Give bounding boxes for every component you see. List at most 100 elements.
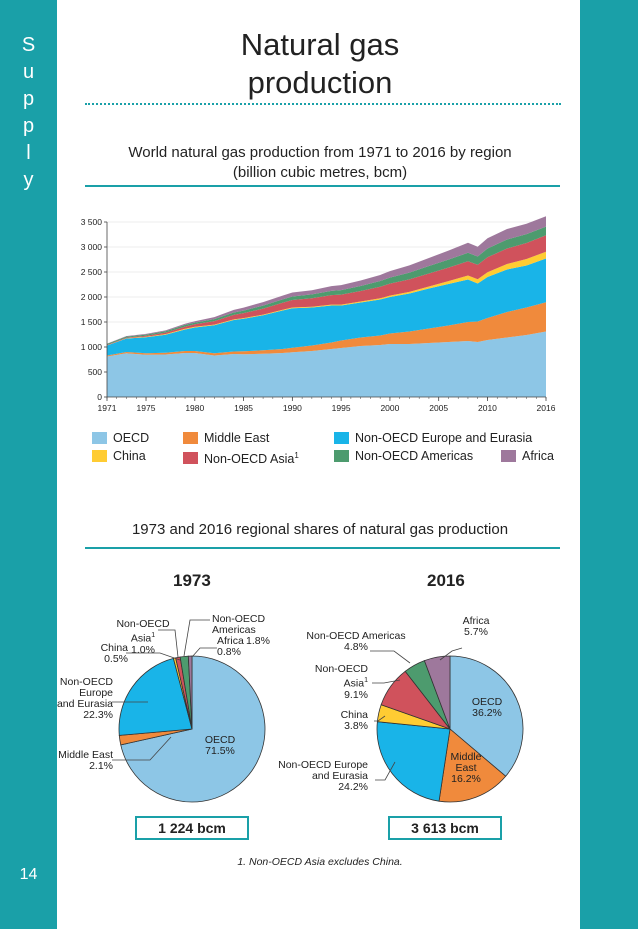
pie-slice-africa [423, 655, 451, 730]
area-chart-layers [107, 216, 546, 397]
area-chart-title-line: (billion cubic metres, bcm) [232, 164, 408, 181]
pie-1973 [118, 655, 266, 803]
x-tick-label: 1995 [332, 403, 351, 413]
pie-label-non-oecd-europe-1973: Non-OECD Europe and Eurasia 22.3% [55, 677, 113, 721]
leader-line [372, 679, 401, 684]
section-letter: p [22, 88, 35, 110]
leader-line [370, 650, 411, 664]
pie-label-name: and Eurasia [56, 698, 113, 710]
leader-line [112, 736, 172, 761]
page-title-line: Natural gas [240, 27, 400, 62]
pie-label-name: Non-OECD Americas [212, 613, 266, 636]
pie-label-name: Middle [450, 751, 482, 763]
pie-label-value: 2.1% [89, 760, 113, 772]
pie-slice-non-oecd-europe-and-eurasia [376, 721, 451, 802]
legend-swatch [334, 450, 349, 462]
legend-swatch [183, 452, 198, 464]
y-tick-label: 1 500 [81, 317, 103, 327]
pie-label-oecd-1973: OECD 71.5% [200, 735, 240, 757]
pie-label-name: and Eurasia [311, 770, 368, 782]
leader-line [375, 761, 396, 781]
y-tick-label: 2 000 [81, 292, 103, 302]
y-tick-label: 3 500 [81, 217, 103, 227]
pie-label-value: 9.1% [344, 688, 368, 701]
pie-label-africa-1973: Africa 0.8% [217, 636, 257, 658]
pie-label-name: East [455, 762, 477, 774]
legend-label: OECD [113, 431, 150, 445]
leader-line [158, 629, 179, 658]
pie-label-name: Africa [217, 635, 244, 647]
y-tick-label: 3 000 [81, 242, 103, 252]
pie-label-name: China [100, 642, 128, 654]
pie-label-value: 22.3% [83, 709, 113, 721]
pie-slice-middle-east [438, 728, 507, 803]
pie-section-title: 1973 and 2016 regional shares of natural… [131, 521, 509, 538]
legend-swatch [92, 450, 107, 462]
pie-label-name: OECD [204, 734, 236, 746]
pie-label-value: 1.8% [246, 635, 270, 647]
section-label: S u p p l y [0, 32, 57, 194]
pie-1973-title: 1973 [173, 571, 211, 590]
pie-label-name: Non-OECD Americas [306, 630, 406, 642]
pie-label-oecd-2016: OECD 36.2% [467, 697, 507, 719]
pie-label-name: Europe [79, 687, 113, 699]
pie-label-value: 0.8% [217, 646, 241, 658]
pie-label-middle-east-1973: Middle East 2.1% [55, 750, 113, 772]
y-tick-label: 500 [88, 367, 102, 377]
pie-label-africa-2016: Africa 5.7% [456, 616, 496, 638]
pie-label-non-oecd-asia-2016: Non-OECD Asia1 9.1% [296, 664, 368, 701]
chart-title-rule [85, 185, 560, 187]
area-series-non-oecd-europe-and-eurasia [107, 258, 546, 356]
pie-label-value: 1.0% [131, 643, 155, 656]
legend-swatch [501, 450, 516, 462]
section-letter: u [22, 61, 35, 83]
x-tick-label: 2005 [429, 403, 448, 413]
pie-title-rule [85, 547, 560, 549]
left-side-band: S u p p l y 14 [0, 0, 57, 929]
pie-label-non-oecd-europe-2016: Non-OECD Europe and Eurasia 24.2% [268, 760, 368, 793]
pie-label-footnote-mark: 1 [364, 677, 368, 684]
pie-label-china-2016: China 3.8% [332, 710, 368, 732]
x-tick-label: 2010 [478, 403, 497, 413]
leader-line [439, 647, 463, 661]
y-tick-label: 1 000 [81, 342, 103, 352]
x-tick-label: 1990 [283, 403, 302, 413]
pie-label-non-oecd-asia-1973: Non-OECD Asia1 1.0% [104, 619, 182, 656]
area-series-middle-east [107, 302, 546, 357]
page-title-line: production [247, 65, 393, 100]
pie-slice-non-oecd-europe-and-eurasia [118, 657, 193, 736]
pie-label-non-oecd-americas-2016: Non-OECD Americas 4.8% [306, 631, 406, 653]
legend-label-text: Non-OECD Asia [204, 452, 295, 467]
pie-label-value: 16.2% [451, 773, 481, 785]
area-chart-axes: 0 500 1 000 1 500 2 000 2 500 3 000 3 500 1971 19… [81, 217, 556, 413]
pie-label-name-text: Non-OECD Asia [314, 663, 368, 690]
legend-label: Non-OECD Europe and Eurasia [355, 431, 533, 445]
legend-swatch [334, 432, 349, 444]
area-series-oecd [107, 331, 546, 397]
pie-label-name: Non-OECD Asia1 [296, 664, 368, 690]
leader-line [183, 619, 210, 657]
pie-label-name: Non-OECD Europe [278, 759, 368, 771]
right-side-band [580, 0, 638, 929]
area-chart-title: World natural gas production from 1971 t… [70, 143, 570, 183]
pie-2016-title: 2016 [427, 571, 465, 590]
y-tick-label: 2 500 [81, 267, 103, 277]
pie-label-name: China [340, 709, 368, 721]
pie-label-name: Middle East [58, 749, 113, 761]
pie-label-footnote-mark: 1 [151, 632, 156, 639]
pie-label-value: 36.2% [472, 707, 502, 719]
pie-label-non-oecd-americas-1973: Non-OECD Americas 1.8% [212, 614, 308, 647]
pie-label-value: 4.8% [344, 641, 368, 653]
x-tick-label: 1980 [185, 403, 204, 413]
pie-label-middle-east-2016: Middle East 16.2% [446, 752, 486, 785]
leader-line [126, 652, 181, 661]
pie-label-china-1973: China 0.5% [95, 643, 128, 665]
total-1973-box: 1 224 bcm [135, 816, 249, 840]
pie-slice-oecd [120, 655, 266, 803]
legend-label: Middle East [204, 431, 270, 445]
legend-label: China [113, 449, 146, 463]
area-chart-title-line: World natural gas production from 1971 t… [128, 144, 512, 161]
legend-label: Non-OECD Asia1 [204, 451, 299, 466]
